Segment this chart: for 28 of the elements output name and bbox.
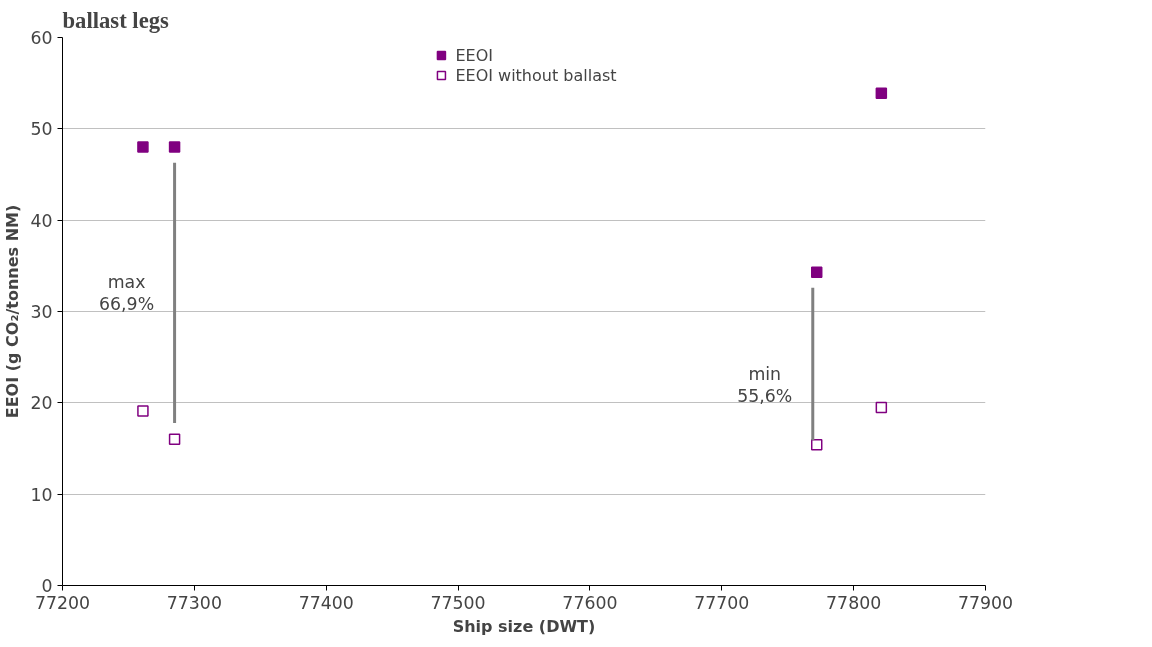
point <box>875 87 888 99</box>
annotation: max 66,9% <box>99 272 155 315</box>
point <box>168 141 181 153</box>
x-tick-label: 77600 <box>562 592 618 613</box>
x-tick-label: 77500 <box>430 592 486 613</box>
y-tick-label: 60 <box>30 28 53 48</box>
y-tick-label: 50 <box>30 119 53 140</box>
y-axis-title: EEOI (g CO₂/tonnes NM) <box>3 204 23 419</box>
x-axis-title: Ship size (DWT) <box>452 616 596 636</box>
x-tick-label: 77400 <box>298 592 354 613</box>
y-tick-label: 30 <box>30 302 53 322</box>
point <box>875 401 888 414</box>
point <box>137 405 149 417</box>
x-tick-label: 77700 <box>694 592 750 613</box>
point <box>810 439 823 451</box>
y-tick-label: 20 <box>30 393 53 414</box>
y-tick-label: 40 <box>30 210 53 231</box>
y-tick-label: 10 <box>30 484 53 505</box>
point <box>168 433 181 446</box>
annotation: min 55,6% <box>737 363 793 406</box>
point <box>810 266 823 278</box>
point <box>137 141 149 153</box>
legend-label: EEOI <box>455 45 493 65</box>
x-tick-label: 77300 <box>166 592 222 613</box>
x-tick-label: 77900 <box>957 592 1014 613</box>
chart-title: ballast legs <box>62 7 170 33</box>
x-tick-label: 77800 <box>826 592 882 613</box>
legend-label: EEOI without ballast <box>455 65 617 85</box>
